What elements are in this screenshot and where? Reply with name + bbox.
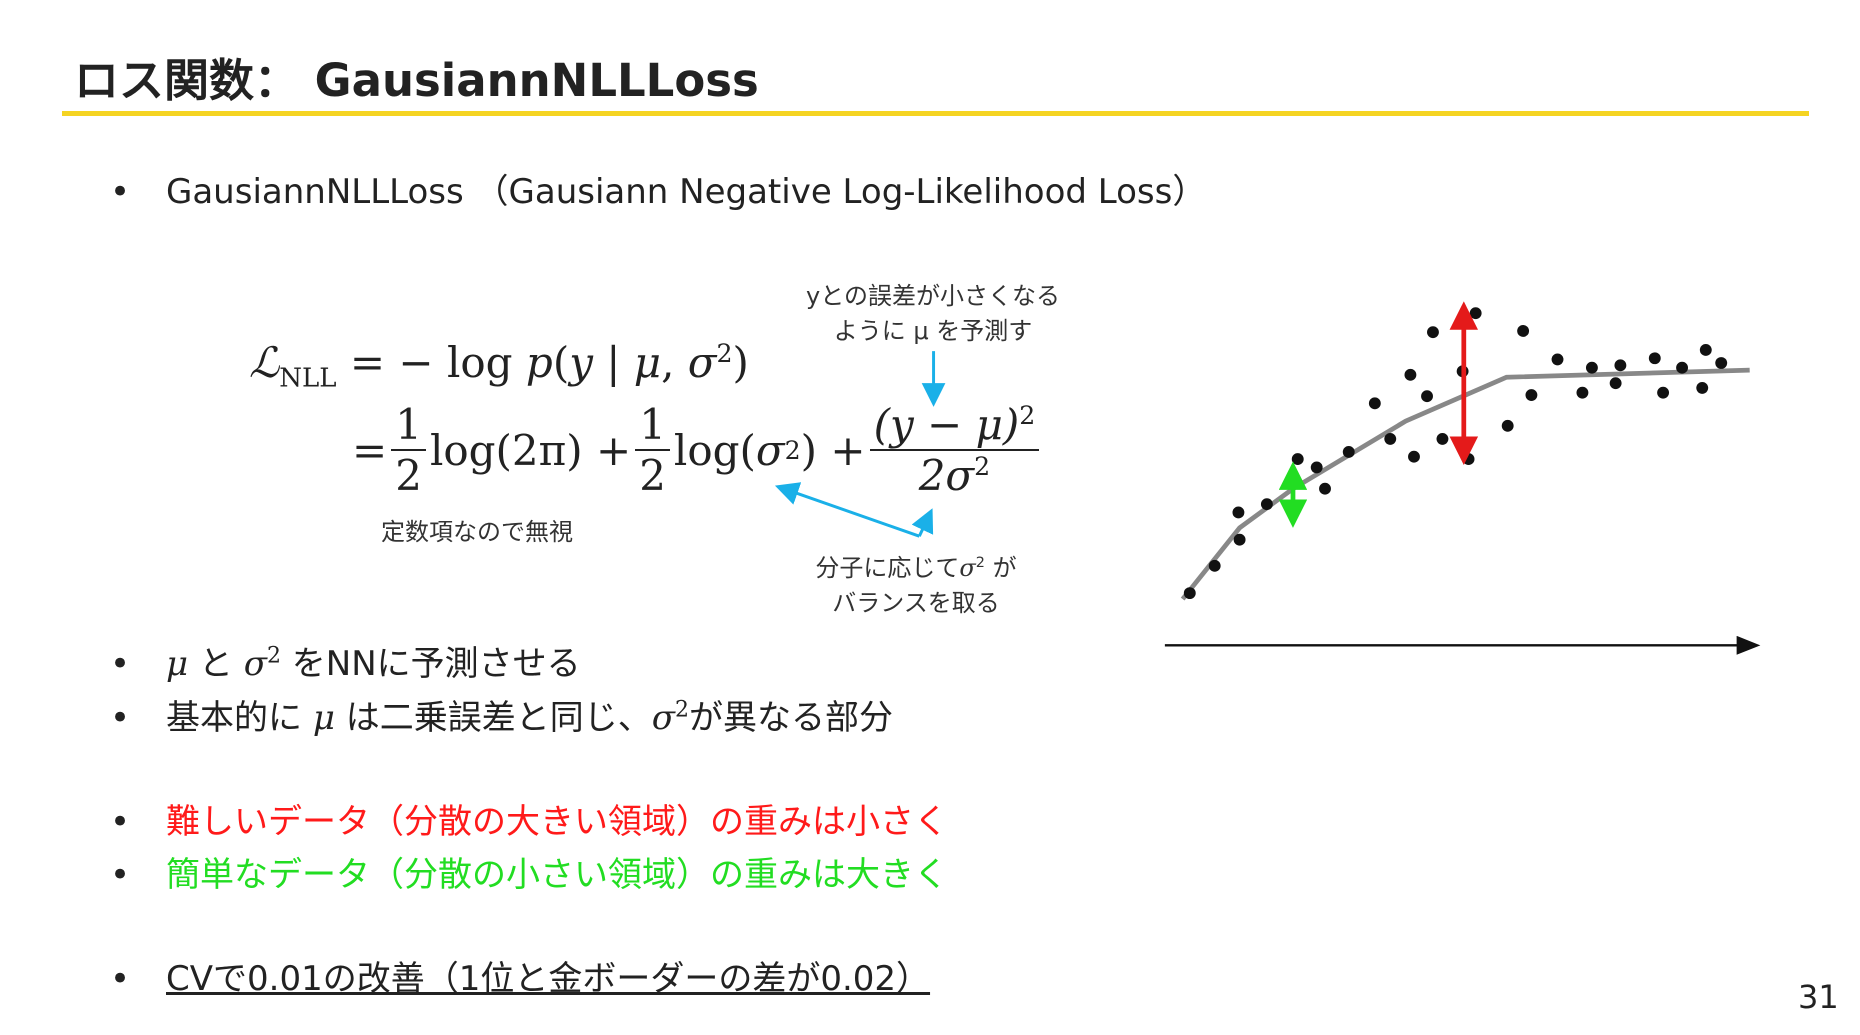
math: , [661,338,688,387]
title-rule [62,111,1809,116]
annotation-text: yとの誤差が小さくなる [806,282,1060,310]
bullet: • μ と σ2 をNNに予測させる [110,643,581,684]
math: ) [732,338,749,387]
math-symbol: σ [651,698,675,738]
annotation-arrows [774,351,946,538]
annotation: 定数項なので無視 [381,518,573,546]
math: 2 [395,451,422,500]
math: = [352,425,388,475]
bullet: • 基本的に μ は二乗誤差と同じ、σ2が異なる部分 [110,697,893,738]
bullet: • 簡単なデータ（分散の小さい領域）の重みは大きく [110,855,948,895]
annotation-text: が [984,554,1017,582]
annotation-text: 2 [975,555,985,571]
page-number: 31 [1798,978,1839,1016]
math: NLL [279,363,337,394]
math: ) + [800,425,866,475]
math-symbol: μ [166,644,189,684]
math: ( [552,338,570,387]
math: 2 [716,339,733,368]
bullet-text: 難しいデータ（分散の大きい領域）の重みは小さく [166,802,948,842]
bullet-text: CVで0.01の改善（1位と金ボーダーの差が0.02） [166,959,931,999]
bullet: • 難しいデータ（分散の大きい領域）の重みは小さく [110,802,948,842]
math: 2 [639,451,666,500]
math: 1 [391,400,426,451]
math: 2σ [918,451,975,500]
annotation-text: σ [959,554,976,582]
math: σ [687,338,717,387]
math: p [525,338,553,387]
bullet-text: が異なる部分 [688,698,893,738]
annotation: 分子に応じてσ2 がバランスを取る [766,548,1066,618]
superscript: 2 [266,643,281,669]
math: 2 [974,452,991,481]
annotation-text: ように μ を予測す [833,317,1033,345]
bullet-text: と [188,644,244,684]
annotation-text: 分子に応じて [815,554,960,582]
annotation-text: バランスを取る [832,589,1000,617]
math-symbol: σ [243,644,267,684]
math: log(2π) + [429,425,632,475]
superscript: 2 [674,697,689,723]
slide-title: ロス関数： GausiannNLLLoss [74,54,759,107]
bullet-text: 基本的に [166,698,313,738]
bullet-text: をNNに予測させる [280,644,581,684]
math: (y − μ) [873,400,1020,449]
annotation: yとの誤差が小さくなる ように μ を予測す [783,276,1083,346]
bullet-text: GausiannNLLLoss （Gausiann Negative Log-L… [166,172,1207,212]
bullet: • CVで0.01の改善（1位と金ボーダーの差が0.02） [110,959,931,999]
math: 2 [1019,401,1036,430]
math: 1 [635,400,670,451]
scatter-points [1183,307,1728,600]
math: | [592,338,634,387]
math: σ [755,425,785,475]
bullet-text: は二乗誤差と同じ、 [334,698,652,738]
math-symbol: μ [312,698,335,738]
bullet: • GausiannNLLLoss （Gausiann Negative Log-… [110,172,1207,212]
math: log( [673,425,756,475]
math: μ [633,338,662,387]
bullet-text: 簡単なデータ（分散の小さい領域）の重みは大きく [166,855,948,895]
math: 2 [784,435,801,465]
fraction: (y − μ)2 2σ2 [869,400,1040,500]
math: ℒ [249,338,280,387]
formula-line: ℒNLL = − log p(y | μ, σ2) [249,338,749,393]
math: = − log [336,338,526,387]
math: y [569,338,593,387]
